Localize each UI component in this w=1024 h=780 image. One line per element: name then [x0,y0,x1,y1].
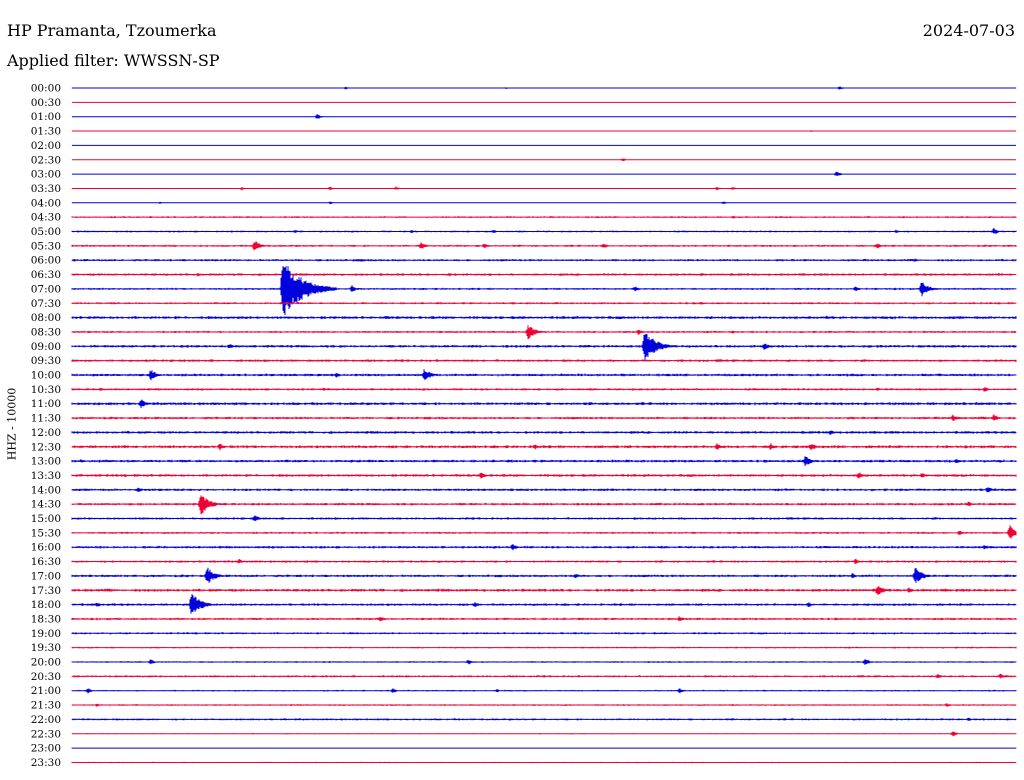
row-time-label: 21:00 [31,685,61,697]
row-time-label: 19:30 [31,642,61,654]
row-time-label: 16:00 [31,542,61,554]
trace-row [71,616,1017,622]
trace-row [71,114,1017,119]
row-time-label: 08:00 [31,312,61,324]
trace-row [71,130,1017,132]
row-time-label: 04:00 [31,197,61,209]
trace-row [71,525,1017,539]
trace-row [71,717,1017,721]
row-time-label: 15:30 [31,527,61,539]
row-time-label: 07:30 [31,298,61,310]
trace-row [71,369,1017,381]
trace-row [71,216,1017,219]
row-time-label: 01:30 [31,126,61,138]
trace-row [71,688,1017,694]
row-time-label: 22:00 [31,714,61,726]
trace-row [71,227,1017,234]
trace-row [71,515,1017,521]
row-time-label: 01:00 [31,111,61,123]
trace-row [71,241,1017,251]
row-time-label: 20:00 [31,657,61,669]
trace-row [71,387,1017,392]
trace-row [71,731,1017,737]
row-time-label: 04:30 [31,212,61,224]
trace-row [71,86,1017,90]
trace-row [71,430,1017,435]
trace-row [71,456,1017,466]
row-time-label: 11:00 [31,398,61,410]
trace-row [71,333,1017,362]
row-time-label: 20:30 [31,671,61,683]
trace-row [71,558,1017,564]
row-time-label: 12:30 [31,441,61,453]
trace-row [71,171,1017,176]
trace-row [71,258,1017,262]
trace-row [71,302,1017,305]
trace-row [71,495,1017,515]
trace-row [71,414,1017,421]
row-time-label: 00:00 [31,83,61,95]
row-time-label: 03:00 [31,169,61,181]
trace-row [71,659,1017,665]
row-time-label: 10:00 [31,370,61,382]
row-time-label: 07:00 [31,283,61,295]
row-time-label: 11:30 [31,413,61,425]
trace-row [71,544,1017,551]
row-time-label: 02:00 [31,140,61,152]
trace-row [71,703,1017,707]
row-time-label: 18:00 [31,599,61,611]
row-time-label: 14:30 [31,499,61,511]
trace-row [71,186,1017,191]
trace-row [71,586,1017,595]
row-time-label: 05:30 [31,240,61,252]
row-time-label: 02:30 [31,154,61,166]
trace-row [71,201,1017,205]
row-time-label: 06:30 [31,269,61,281]
row-time-label: 17:00 [31,570,61,582]
row-time-label: 06:00 [31,255,61,267]
trace-row [71,325,1017,340]
trace-row [71,273,1017,277]
trace-row [71,266,1017,315]
row-time-label: 09:00 [31,341,61,353]
row-time-label: 16:30 [31,556,61,568]
row-time-label: 08:30 [31,326,61,338]
trace-row [71,567,1017,583]
row-time-label: 15:00 [31,513,61,525]
row-time-label: 23:30 [31,757,61,769]
trace-row [71,632,1017,635]
trace-row [71,443,1017,451]
record-date: 2024-07-03 [922,21,1015,40]
row-time-label: 00:30 [31,97,61,109]
trace-row [71,487,1017,493]
row-time-label: 23:00 [31,743,61,755]
row-time-label: 10:30 [31,384,61,396]
row-time-label: 18:30 [31,613,61,625]
row-time-label: 09:30 [31,355,61,367]
row-time-label: 03:30 [31,183,61,195]
row-time-label: 14:00 [31,484,61,496]
row-time-label: 13:00 [31,456,61,468]
row-time-label: 12:00 [31,427,61,439]
filter-label: Applied filter: WWSSN-SP [7,51,220,70]
row-time-label: 19:00 [31,628,61,640]
station-title: HP Pramanta, Tzoumerka [7,21,217,40]
trace-row [71,399,1017,409]
row-time-label: 05:00 [31,226,61,238]
trace-row [71,315,1017,320]
trace-row [71,673,1017,679]
trace-row [71,472,1017,479]
row-time-label: 13:30 [31,470,61,482]
trace-row [71,646,1017,649]
row-time-label: 17:30 [31,585,61,597]
row-time-label: 21:30 [31,700,61,712]
trace-row [71,747,1017,749]
trace-row [71,761,1017,764]
trace-row [71,158,1017,161]
trace-row [71,594,1017,614]
trace-row [71,359,1017,362]
row-time-label: 22:30 [31,728,61,740]
